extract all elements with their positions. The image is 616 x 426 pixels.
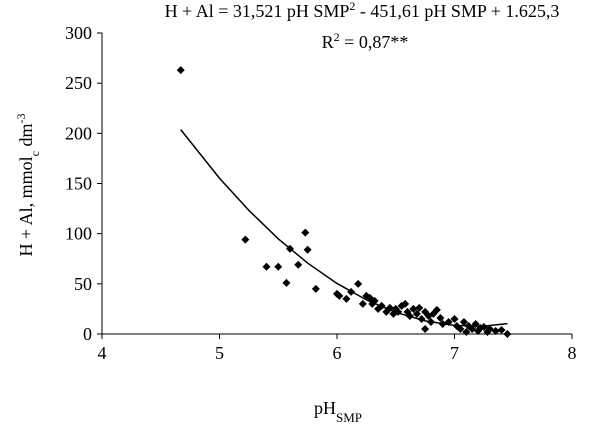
point (491, 326, 500, 335)
point (335, 291, 344, 300)
y-tick-label: 150 (65, 174, 92, 194)
x-tick-label: 5 (215, 343, 224, 363)
y-axis-label: H + Al, mmolc dm-3 (14, 113, 42, 256)
point (417, 314, 426, 323)
point (241, 235, 250, 244)
r-squared-exponent: 2 (334, 30, 340, 44)
fit-curve (180, 129, 508, 327)
x-tick-label: 7 (450, 343, 459, 363)
y-tick-label: 300 (65, 23, 92, 43)
point (456, 324, 465, 333)
x-label-sub: SMP (336, 410, 362, 425)
point (432, 305, 441, 314)
x-tick-label: 6 (333, 343, 342, 363)
point (471, 319, 480, 328)
equation: H + Al = 31,521 pH SMP2 - 451,61 pH SMP … (165, 0, 560, 21)
point (436, 313, 445, 322)
y-label-sub: c (28, 151, 42, 156)
point (412, 309, 421, 318)
point (385, 303, 394, 312)
point (377, 301, 386, 310)
point (415, 303, 424, 312)
point (301, 228, 310, 237)
point (342, 294, 351, 303)
equation-text: - 451,61 pH SMP + 1.625,3 (355, 1, 559, 21)
point (282, 278, 291, 287)
y-tick-label: 200 (65, 123, 92, 143)
y-tick-label: 250 (65, 73, 92, 93)
point (294, 260, 303, 269)
y-label-sup: -3 (14, 113, 28, 123)
y-label-text: dm (16, 123, 36, 151)
point (347, 287, 356, 296)
r-squared-text: = 0,87** (340, 32, 409, 52)
point (497, 325, 506, 334)
point (409, 304, 418, 313)
x-label-text: pH (314, 398, 336, 418)
point (274, 262, 283, 271)
r-squared-text: R (322, 32, 334, 52)
point (462, 327, 471, 336)
point (176, 66, 185, 75)
x-tick-label: 8 (568, 343, 577, 363)
point (401, 299, 410, 308)
y-tick-label: 100 (65, 224, 92, 244)
point (311, 284, 320, 293)
point (262, 262, 271, 271)
r-squared: R2 = 0,87** (322, 30, 409, 52)
x-axis-label: pHSMP (314, 398, 362, 425)
y-label-text: H + Al, mmol (16, 156, 36, 256)
point (394, 307, 403, 316)
point (503, 330, 512, 338)
point (354, 279, 363, 288)
point (405, 311, 414, 320)
point (286, 244, 294, 253)
point (444, 317, 453, 326)
point (370, 296, 379, 305)
y-tick-label: 50 (74, 274, 92, 294)
point (459, 317, 468, 326)
point (358, 299, 367, 308)
equation-exponent: 2 (349, 0, 355, 13)
point (427, 317, 435, 326)
point (421, 324, 430, 333)
point (450, 314, 459, 323)
x-tick-label: 4 (98, 343, 107, 363)
y-tick-label: 0 (83, 324, 92, 344)
point (303, 245, 312, 254)
equation-text: H + Al = 31,521 pH SMP (165, 1, 350, 21)
